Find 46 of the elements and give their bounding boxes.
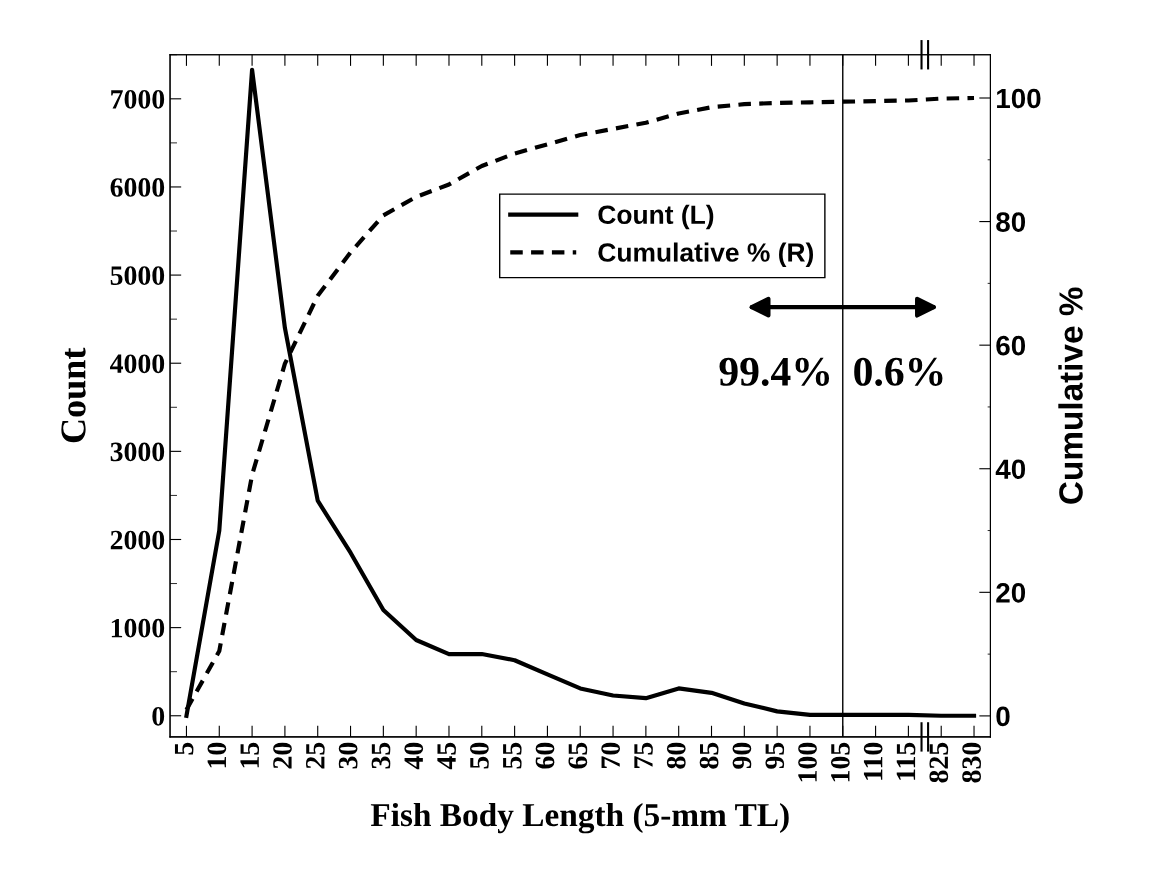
y2-tick-label: 80 xyxy=(996,212,1026,232)
x-tick-label: 105 xyxy=(830,742,850,782)
x-tick-label: 55 xyxy=(503,742,522,769)
x-tick-label: 830 xyxy=(962,742,981,783)
x-tick-label: 15 xyxy=(240,742,260,768)
x-tick-label: 100 xyxy=(798,742,817,782)
x-axis-title: Fish Body Length (5-mm TL) xyxy=(370,802,789,834)
x-tick-label: 80 xyxy=(666,742,686,769)
x-tick-label: 60 xyxy=(535,742,555,769)
y2-tick-label: 40 xyxy=(995,459,1026,480)
y-tick-label: 2000 xyxy=(110,530,165,550)
x-tick-label: 85 xyxy=(699,742,719,769)
x-tick-label: 35 xyxy=(371,742,391,769)
legend-label: Cumulative % (R) xyxy=(598,242,814,268)
x-tick-label: 825 xyxy=(929,742,949,783)
x-tick-label: 110 xyxy=(863,742,883,780)
x-tick-label: 20 xyxy=(273,742,292,769)
y2-tick-label: 0 xyxy=(996,706,1010,727)
x-tick-label: 95 xyxy=(765,742,785,769)
x-tick-label: 90 xyxy=(732,742,752,769)
x-tick-label: 70 xyxy=(601,742,621,768)
x-tick-label: 75 xyxy=(634,742,653,768)
y2-tick-label: 20 xyxy=(996,582,1026,603)
x-tick-label: 65 xyxy=(568,742,588,769)
y-tick-label: 4000 xyxy=(110,354,165,374)
y2-axis-title: Cumulative % xyxy=(1058,287,1083,504)
x-tick-label: 25 xyxy=(306,742,325,769)
x-tick-label: 45 xyxy=(437,742,456,770)
annotation: 99.4% xyxy=(719,357,830,386)
y2-tick-label: 100 xyxy=(997,88,1041,109)
y-axis-title: Count xyxy=(61,347,86,443)
x-tick-label: 5 xyxy=(174,742,194,755)
annotation: 0.6% xyxy=(854,357,943,386)
x-tick-label: 50 xyxy=(470,742,489,769)
legend-label: Count (L) xyxy=(598,204,714,230)
y-tick-label: 1000 xyxy=(111,618,165,638)
y-tick-label: 7000 xyxy=(111,89,165,109)
x-tick-label: 40 xyxy=(404,742,424,770)
x-tick-label: 30 xyxy=(338,742,358,769)
y-tick-label: 0 xyxy=(152,706,165,726)
x-tick-label: 115 xyxy=(896,742,916,780)
y-tick-label: 6000 xyxy=(110,178,165,197)
y-tick-label: 3000 xyxy=(110,442,165,462)
y2-tick-label: 60 xyxy=(996,335,1026,356)
x-tick-label: 10 xyxy=(207,742,227,768)
y-tick-label: 5000 xyxy=(110,266,165,285)
